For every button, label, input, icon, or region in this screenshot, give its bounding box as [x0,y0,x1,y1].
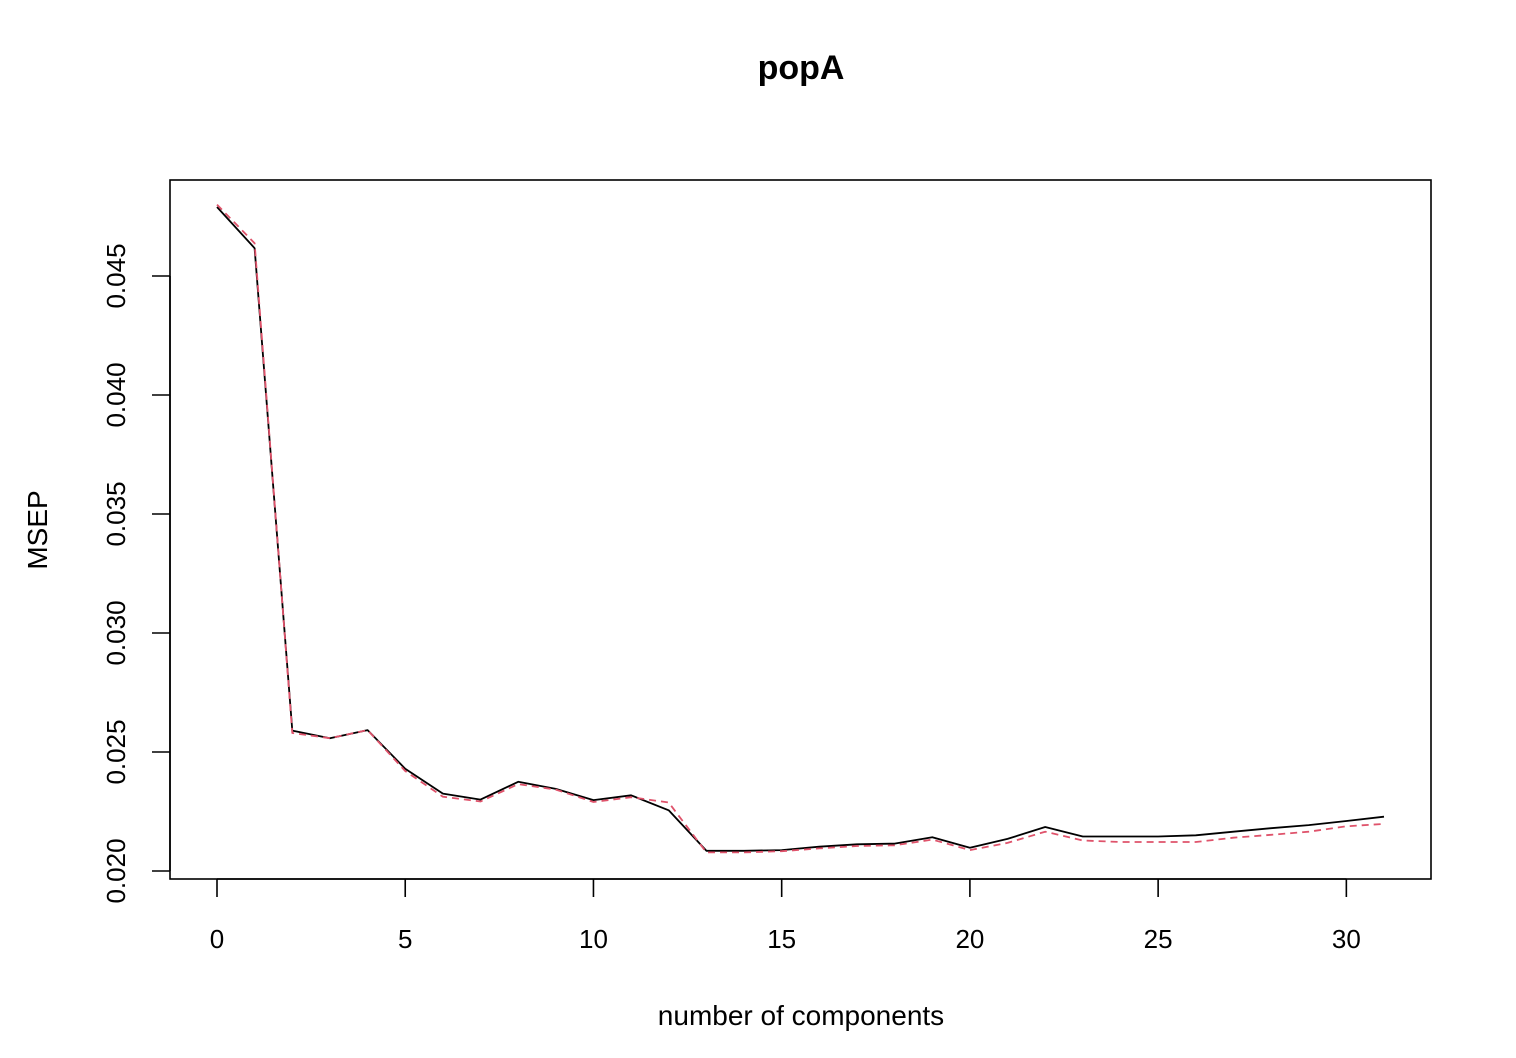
x-axis: 0 5 10 15 20 25 30 [210,878,1361,954]
y-axis: 0.020 0.025 0.030 0.035 0.040 0.045 [101,243,171,904]
x-tick-label: 25 [1144,924,1173,954]
y-axis-title: MSEP [22,490,53,569]
plot-frame [169,179,1432,880]
series-line-solid [216,206,1385,852]
y-tick-label: 0.035 [101,481,131,546]
y-tick-label: 0.045 [101,243,131,308]
y-tick-label: 0.030 [101,600,131,665]
x-tick-label: 20 [955,924,984,954]
series-line-dashed [216,203,1385,854]
y-tick-label: 0.020 [101,838,131,903]
y-tick-label: 0.040 [101,362,131,427]
x-tick-label: 5 [398,924,412,954]
x-tick-label: 0 [210,924,224,954]
series-layer [216,203,1385,854]
y-tick-label: 0.025 [101,719,131,784]
x-tick-label: 30 [1332,924,1361,954]
chart-title: popA [758,49,845,87]
x-axis-title: number of components [658,1000,944,1031]
x-tick-label: 10 [579,924,608,954]
x-tick-label: 15 [767,924,796,954]
